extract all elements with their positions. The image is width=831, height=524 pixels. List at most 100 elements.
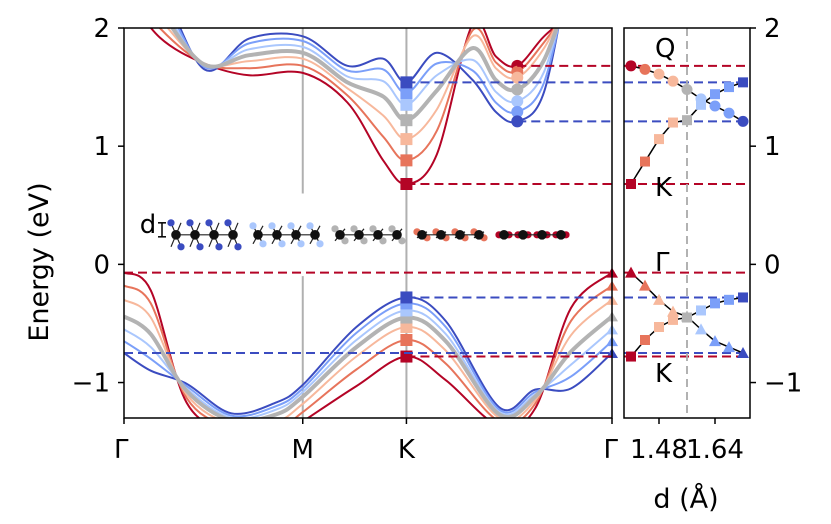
cb-Q-marker-4 — [511, 95, 524, 108]
inset-atom-mid-2-1 — [354, 230, 364, 240]
valence-band-series-2 — [124, 298, 612, 418]
inset-atom-mid-4-1 — [518, 230, 528, 240]
x-tick-label-right-0: 1.48 — [630, 435, 688, 465]
inset-atom-mid-0-0 — [171, 230, 181, 240]
cbm-K-marker-5 — [400, 87, 413, 99]
edge-marker-1-4 — [682, 115, 692, 126]
inset-atom-top-1-2 — [287, 222, 295, 230]
band-edge-panel: Q K Γ K 2 1 0 −1 1.481.64 — [623, 14, 802, 465]
edge-marker-1-0 — [626, 179, 636, 189]
inset-structure-2 — [331, 225, 406, 245]
inset-atom-mid-1-2 — [291, 230, 301, 240]
edge-marker-0-4 — [681, 83, 693, 95]
y-tick-label-right-3: −1 — [764, 369, 802, 399]
inset-atom-top-0-2 — [205, 219, 213, 227]
right-panel-frame — [623, 27, 751, 419]
edge-marker-3-3 — [668, 314, 678, 325]
inset-atom-bot-2-1 — [360, 237, 368, 245]
edge-marker-3-7 — [724, 294, 734, 305]
inset-d-label: d — [140, 210, 157, 240]
cbm-K-marker-2 — [400, 133, 413, 146]
inset-atom-mid-4-3 — [556, 230, 566, 240]
edge-marker-0-8 — [737, 115, 749, 127]
edge-marker-1-3 — [668, 117, 678, 128]
edge-marker-3-6 — [710, 298, 720, 309]
inset-atom-mid-1-0 — [253, 230, 263, 240]
inset-atom-mid-3-1 — [436, 230, 446, 240]
inset-atom-top-2-1 — [350, 225, 358, 233]
inset-atom-mid-1-1 — [272, 230, 282, 240]
inset-atom-bot-1-3 — [316, 240, 324, 248]
edge-marker-0-3 — [667, 75, 679, 87]
inset-atom-mid-2-2 — [373, 230, 383, 240]
band-structure-panel: d 2 1 0 −1 Γ M K Γ — [72, 14, 619, 465]
edge-marker-2-6 — [709, 335, 721, 347]
inset-atom-top-0-3 — [224, 219, 232, 227]
edge-annotation-1: K — [655, 173, 673, 203]
inset-atom-top-2-3 — [388, 225, 396, 233]
edge-marker-0-0 — [625, 60, 637, 72]
edge-annotation-2: Γ — [655, 248, 670, 278]
inset-atom-mid-3-3 — [474, 230, 484, 240]
y-tick-label-left-3: −1 — [72, 369, 110, 399]
k-point-label-2: K — [398, 435, 416, 465]
vbm-K-marker-1 — [400, 334, 413, 346]
edge-marker-3-8 — [738, 292, 748, 303]
cb-Q-marker-5 — [511, 105, 524, 118]
inset-structure-1 — [249, 222, 324, 248]
inset-atom-bot-0-2 — [215, 243, 223, 251]
inset-atom-mid-1-3 — [310, 230, 320, 240]
edge-marker-2-7 — [723, 341, 735, 353]
edge-marker-1-2 — [654, 134, 664, 145]
inset-atom-top-0-1 — [186, 219, 194, 227]
y-tick-label-right-1: 1 — [764, 132, 781, 162]
x-axis-label-d: d (Å) — [653, 483, 718, 515]
edge-annotation-3: K — [655, 359, 673, 389]
inset-atom-bot-0-3 — [234, 243, 242, 251]
edge-marker-2-3 — [667, 305, 679, 317]
inset-atom-bot-2-0 — [341, 237, 349, 245]
k-point-label-0: Γ — [114, 435, 129, 465]
inset-atom-mid-0-3 — [228, 230, 238, 240]
inset-atom-bot-1-1 — [278, 240, 286, 248]
x-tick-label-right-1: 1.64 — [686, 435, 744, 465]
inset-atom-bot-1-0 — [259, 240, 267, 248]
edge-marker-2-0 — [625, 266, 637, 278]
inset-atom-mid-3-2 — [455, 230, 465, 240]
valence-band-series-1 — [124, 284, 612, 418]
edge-marker-3-2 — [654, 322, 664, 332]
k-point-label-3: Γ — [604, 435, 619, 465]
valence-band-series-0 — [124, 271, 612, 418]
inset-atom-bot-1-2 — [297, 240, 305, 248]
edge-marker-3-1 — [640, 335, 650, 345]
inset-atom-top-1-3 — [306, 222, 314, 230]
edge-marker-0-6 — [709, 100, 721, 112]
edge-marker-3-0 — [626, 351, 636, 362]
y-axis-label: Energy (eV) — [24, 182, 55, 341]
band-edge-lines — [625, 28, 749, 418]
inset-atom-bot-0-0 — [177, 243, 185, 251]
edge-marker-0-1 — [639, 63, 651, 75]
y-tick-label-left-2: 0 — [93, 250, 110, 280]
k-point-label-1: M — [292, 435, 314, 465]
valence-band-series-3 — [124, 314, 612, 418]
edge-marker-1-5 — [696, 99, 706, 110]
inset-atom-top-0-0 — [167, 219, 175, 227]
cbm-K-marker-4 — [400, 98, 413, 111]
y-tick-label-right-2: 0 — [764, 250, 781, 280]
inset-structure-4 — [495, 230, 570, 240]
inset-atom-bot-2-2 — [379, 237, 387, 245]
left-panel-frame — [123, 27, 613, 419]
inset-atom-mid-2-0 — [335, 230, 345, 240]
edge-marker-1-7 — [724, 82, 734, 93]
y-tick-label-left-0: 2 — [93, 14, 110, 44]
edge-marker-2-8 — [737, 347, 749, 358]
edge-marker-0-7 — [723, 107, 735, 119]
edge-marker-2-5 — [695, 323, 707, 335]
inset-atom-mid-4-0 — [499, 230, 509, 240]
inset-atom-top-1-1 — [268, 222, 276, 230]
inset-atom-mid-3-0 — [417, 230, 427, 240]
cbm-K-marker-3 — [400, 114, 413, 127]
valence-band-series-6 — [124, 296, 612, 415]
